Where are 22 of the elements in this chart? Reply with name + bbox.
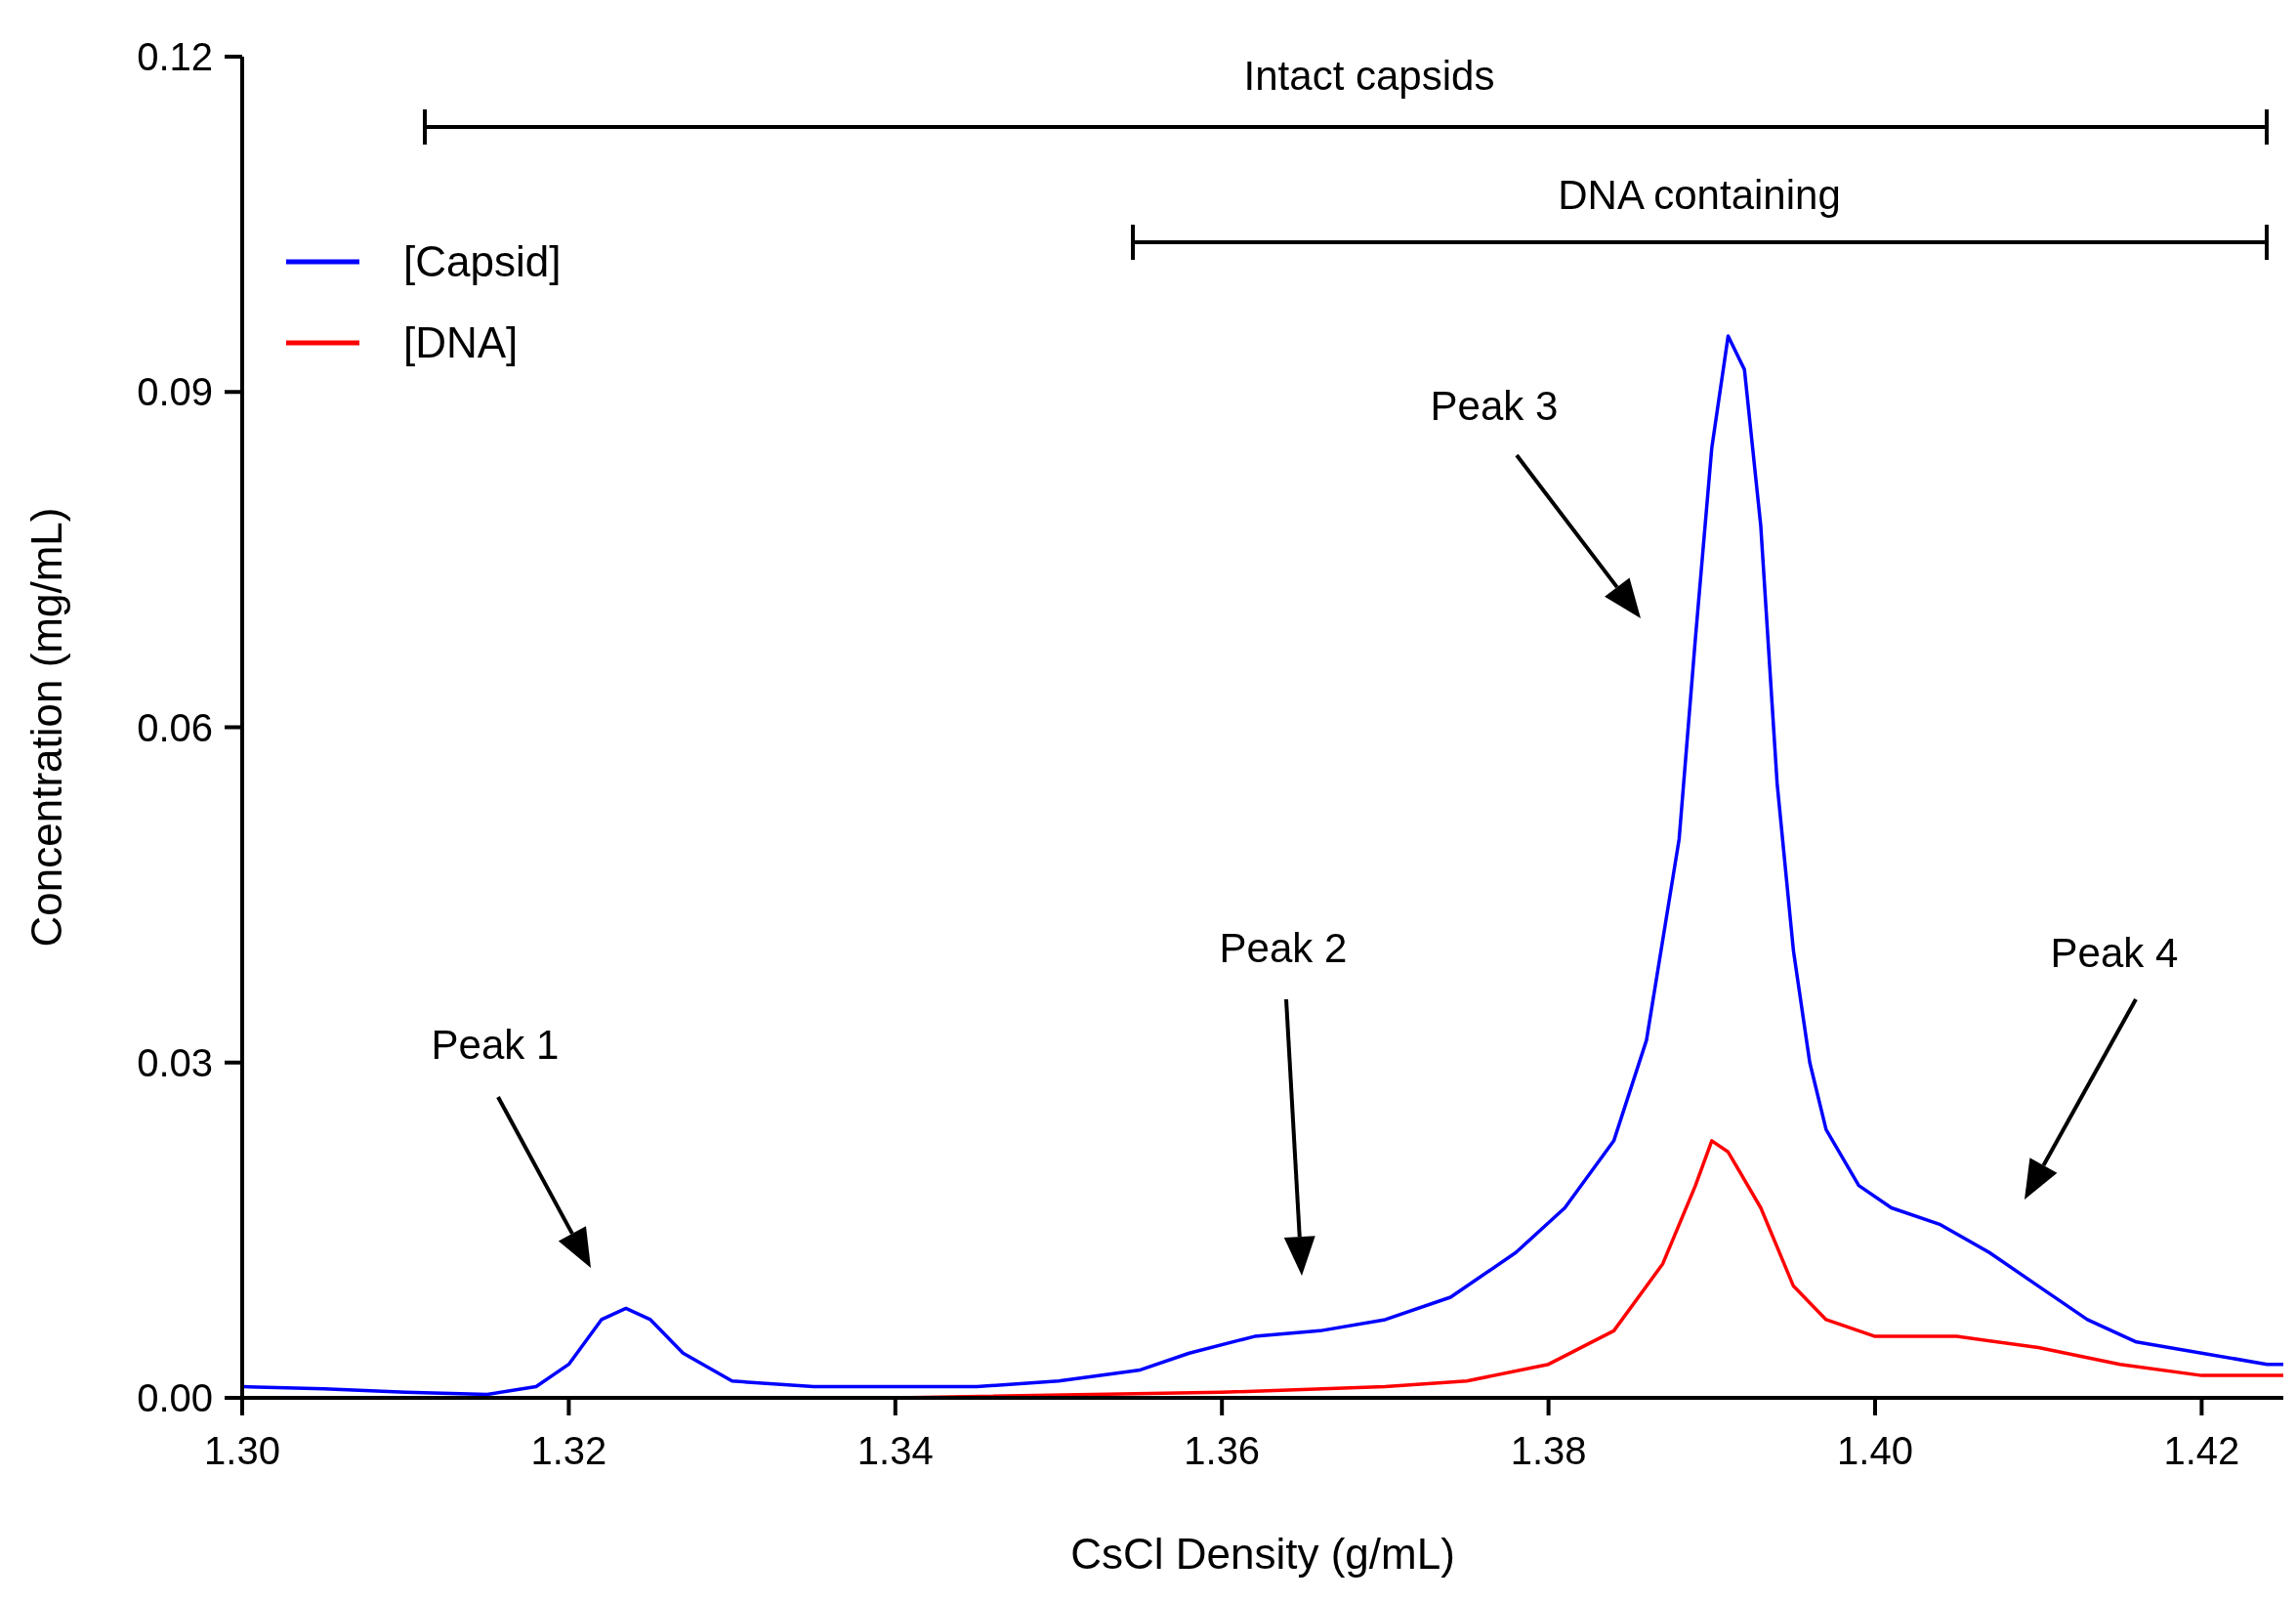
annotation: DNA containing	[1558, 172, 1841, 218]
x-axis-title: CsCl Density (g/mL)	[1070, 1530, 1455, 1578]
x-tick-label: 1.38	[1510, 1429, 1587, 1472]
annotation: Intact capsids	[1243, 53, 1495, 99]
annotation: Peak 3	[1430, 383, 1559, 429]
legend-label: [DNA]	[403, 318, 519, 366]
legend-label: [Capsid]	[403, 237, 562, 285]
annotation: Peak 1	[431, 1022, 560, 1068]
y-tick-label: 0.09	[137, 370, 213, 414]
y-tick-label: 0.00	[137, 1376, 213, 1419]
y-tick-label: 0.06	[137, 705, 213, 749]
annotation: Peak 2	[1219, 925, 1348, 971]
x-tick-label: 1.36	[1184, 1429, 1261, 1472]
annotation: Peak 4	[2050, 930, 2179, 976]
x-tick-label: 1.40	[1837, 1429, 1913, 1472]
x-tick-label: 1.34	[856, 1429, 934, 1472]
x-tick-label: 1.32	[530, 1429, 607, 1472]
x-tick-label: 1.30	[204, 1429, 280, 1472]
y-tick-label: 0.03	[137, 1040, 213, 1084]
y-axis-title: Concentration (mg/mL)	[22, 507, 70, 948]
x-tick-label: 1.42	[2163, 1429, 2240, 1472]
y-tick-label: 0.12	[137, 35, 213, 78]
